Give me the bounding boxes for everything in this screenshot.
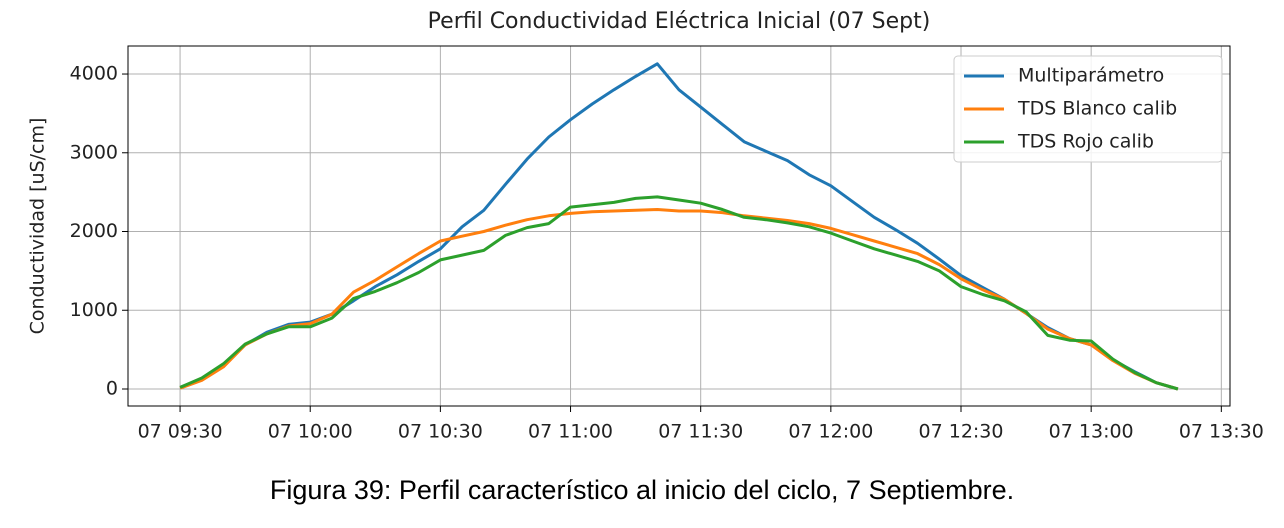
legend-box: [953, 55, 1223, 163]
x-tick-label: 07 12:00: [788, 421, 873, 443]
y-tick-label: 2000: [70, 220, 118, 242]
x-tick-label: 07 13:00: [1049, 421, 1134, 443]
x-tick-label: 07 12:30: [919, 421, 1004, 443]
y-tick-label: 1000: [70, 299, 118, 321]
x-tick-label: 07 11:30: [658, 421, 743, 443]
plot-frame: [127, 45, 1231, 407]
series-line: [179, 195, 1179, 391]
x-tick-label: 07 11:00: [528, 421, 613, 443]
y-tick-label: 0: [106, 377, 118, 399]
y-tick-label: 3000: [70, 141, 118, 163]
x-tick-label: 07 09:30: [138, 421, 223, 443]
x-tick-label: 07 13:30: [1179, 421, 1264, 443]
caption: Figura 39: Perfil característico al inic…: [270, 475, 1014, 505]
legend-label: TDS Blanco calib: [1017, 98, 1177, 120]
x-tick-label: 07 10:30: [398, 421, 483, 443]
x-tick-label: 07 10:00: [268, 421, 353, 443]
y-tick-label: 4000: [70, 63, 118, 85]
series-line: [179, 208, 1179, 391]
legend-label: TDS Rojo calib: [1017, 131, 1154, 153]
legend-label: Multiparámetro: [1018, 65, 1164, 87]
chart-title: Perfil Conductividad Eléctrica Inicial (…: [428, 9, 931, 34]
y-axis-label: Conductividad [uS/cm]: [27, 118, 49, 335]
